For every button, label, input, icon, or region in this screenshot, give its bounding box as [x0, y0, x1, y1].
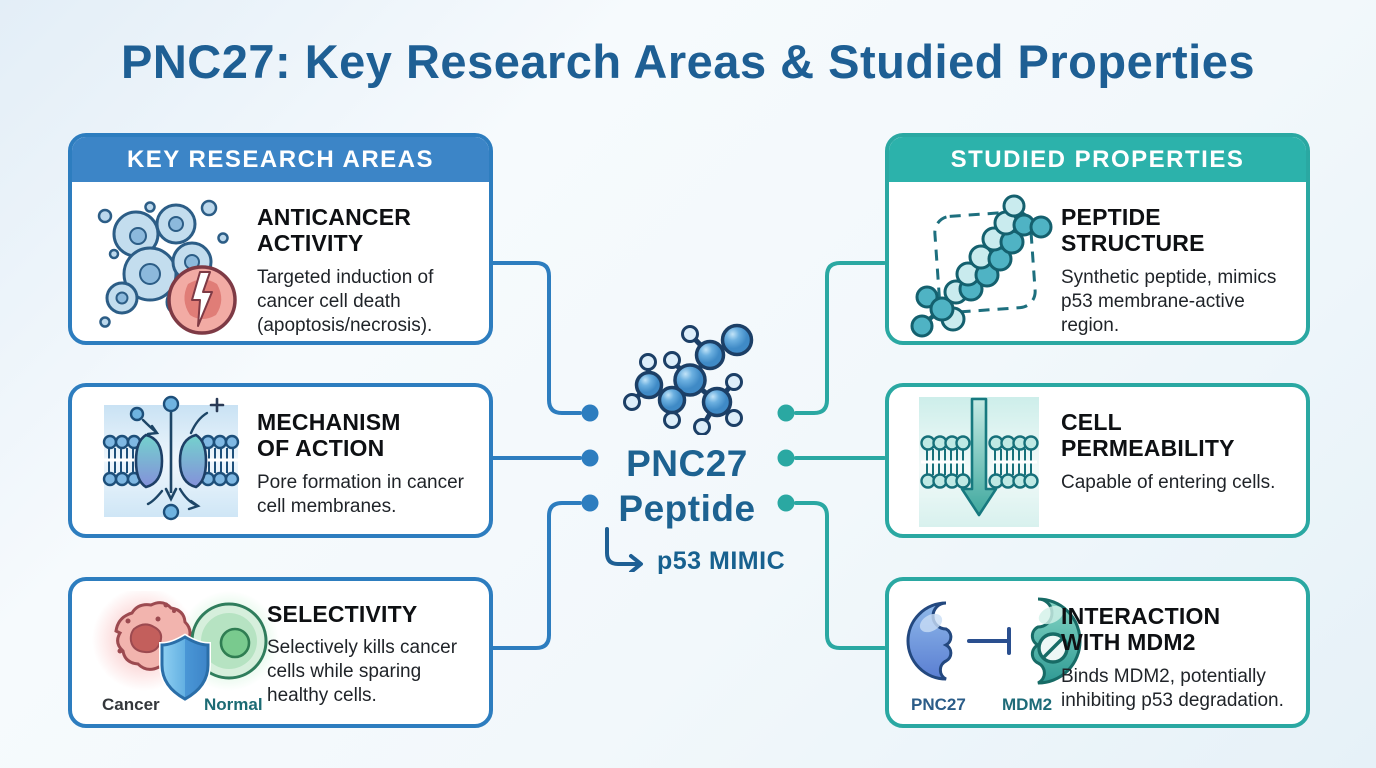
- molecule-icon: [602, 320, 777, 440]
- elbow-arrow-icon: [597, 527, 649, 577]
- normal-cell-label: Normal: [204, 695, 263, 714]
- membrane-entry-arrow-icon: [909, 391, 1049, 538]
- p53-mimic-label: p53 MIMIC: [657, 547, 786, 575]
- pnc27-shape-label: PNC27: [911, 695, 966, 714]
- card-title: CELL PERMEABILITY: [1061, 409, 1235, 462]
- card-text: CELL PERMEABILITY Capable of entering ce…: [1061, 409, 1301, 495]
- mdm2-shape-label: MDM2: [1002, 695, 1053, 714]
- card-anticancer-activity: ANTICANCER ACTIVITY Targeted induction o…: [72, 182, 489, 341]
- page-title: PNC27: Key Research Areas & Studied Prop…: [120, 35, 1256, 88]
- card-cell-permeability: CELL PERMEABILITY Capable of entering ce…: [885, 383, 1310, 538]
- card-text: MECHANISM OF ACTION Pore formation in ca…: [257, 409, 482, 519]
- card-selectivity: Cancer Normal SELECTIVITY Selectively ki…: [68, 577, 493, 728]
- pnc27-mdm2-binding-icon: PNC27 MDM2: [901, 593, 1086, 715]
- key-research-areas-header: KEY RESEARCH AREAS: [72, 137, 489, 182]
- cancer-cell-label: Cancer: [102, 695, 160, 714]
- card-description: Synthetic peptide, mimics p53 membrane-a…: [1061, 266, 1277, 336]
- card-description: Selectively kills cancer cells while spa…: [267, 637, 458, 707]
- center-name-line1: PNC27: [626, 443, 748, 484]
- card-mechanism-of-action: MECHANISM OF ACTION Pore formation in ca…: [68, 383, 493, 538]
- connector-dot: [581, 404, 599, 422]
- studied-properties-panel: STUDIED PROPERTIES: [885, 133, 1310, 345]
- card-title: ANTICANCER ACTIVITY: [257, 204, 412, 257]
- key-research-areas-panel: KEY RESEARCH AREAS: [68, 133, 493, 345]
- card-title: SELECTIVITY: [267, 601, 418, 627]
- connector-anticancer-to-center: [490, 261, 582, 415]
- connector-selectivity-to-center: [490, 501, 582, 650]
- card-interaction-with-mdm2: PNC27 MDM2 INTERACTION WITH MDM2 Binds M…: [885, 577, 1310, 728]
- card-description: Binds MDM2, potentially inhibiting p53 d…: [1061, 665, 1284, 711]
- card-text: ANTICANCER ACTIVITY Targeted induction o…: [257, 204, 482, 338]
- center-peptide-name: PNC27 Peptide: [577, 441, 797, 531]
- card-peptide-structure: PEPTIDE STRUCTURE Synthetic peptide, mim…: [889, 182, 1306, 341]
- connector-center-to-mdm2: [794, 501, 886, 650]
- center-name-line2: Peptide: [618, 488, 756, 529]
- card-title: MECHANISM OF ACTION: [257, 409, 401, 462]
- cancer-vs-normal-cell-icon: Cancer Normal: [86, 587, 301, 719]
- connector-center-to-structure: [794, 261, 886, 415]
- p53-mimic-callout: p53 MIMIC: [597, 527, 785, 577]
- card-text: PEPTIDE STRUCTURE Synthetic peptide, mim…: [1061, 204, 1301, 338]
- card-text: SELECTIVITY Selectively kills cancer cel…: [267, 601, 487, 708]
- connector-dot: [777, 404, 795, 422]
- card-description: Pore formation in cancer cell membranes.: [257, 471, 464, 517]
- card-text: INTERACTION WITH MDM2 Binds MDM2, potent…: [1061, 603, 1301, 713]
- cancer-cells-burst-icon: [88, 190, 246, 341]
- helix-structure-icon: [907, 188, 1062, 341]
- card-title: PEPTIDE STRUCTURE: [1061, 204, 1205, 257]
- card-description: Capable of entering cells.: [1061, 471, 1276, 493]
- studied-properties-header: STUDIED PROPERTIES: [889, 137, 1306, 182]
- card-title: INTERACTION WITH MDM2: [1061, 603, 1221, 656]
- card-description: Targeted induction of cancer cell death …: [257, 266, 434, 336]
- membrane-pore-icon: [96, 393, 246, 533]
